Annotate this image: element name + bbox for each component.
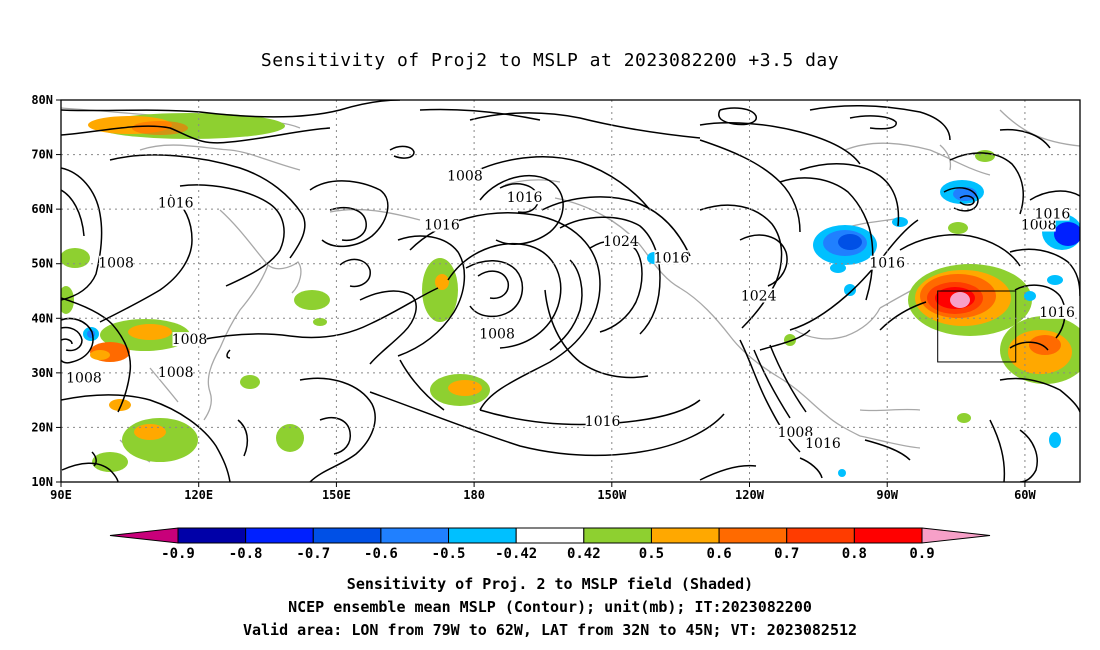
contour-label: 1008 xyxy=(172,332,208,348)
lon-tick-label: 90E xyxy=(50,488,72,502)
caption-line-3: Valid area: LON from 79W to 62W, LAT fro… xyxy=(242,621,858,639)
lat-tick-label: 60N xyxy=(31,202,53,216)
contour-label-bg xyxy=(1035,206,1070,221)
contour-label: 1008 xyxy=(66,370,102,386)
colorbar-label: 0.5 xyxy=(639,546,664,562)
lon-tick-label: 150W xyxy=(597,488,627,502)
colorbar-segment xyxy=(718,527,788,544)
colorbar-segment xyxy=(177,527,247,544)
lat-tick-label: 20N xyxy=(31,420,53,434)
contour-label: 1008 xyxy=(1021,218,1057,234)
map-frame xyxy=(60,99,1081,483)
contour-label-bg xyxy=(158,195,193,210)
lat-tick-label: 40N xyxy=(31,311,53,325)
lon-tick-label: 150E xyxy=(322,488,351,502)
colorbar: -0.9 -0.8 -0.7 -0.6 -0.5 -0.42 0.42 0.5 0.6 0.7 0.… xyxy=(109,527,991,562)
contour-label: 1016 xyxy=(507,190,543,206)
lon-tick-label: 180 xyxy=(463,488,485,502)
colorbar-segment xyxy=(853,527,923,544)
colorbar-segment xyxy=(921,527,991,544)
contour-label-bg xyxy=(741,288,776,303)
mslp-contours xyxy=(61,100,1080,482)
contour-label: 1008 xyxy=(158,365,194,381)
contour-label-bg xyxy=(585,413,620,428)
contour-label-bg xyxy=(447,168,482,183)
contour-label-bg xyxy=(603,233,638,248)
colorbar-label: 0.7 xyxy=(774,546,799,562)
chart-title: Sensitivity of Proj2 to MSLP at 20230822… xyxy=(260,50,840,71)
valid-area-box xyxy=(937,290,1017,363)
contour-label: 1016 xyxy=(585,414,621,430)
colorbar-segment xyxy=(650,527,720,544)
contour-label: 1016 xyxy=(1039,305,1075,321)
contour-label: 1016 xyxy=(424,218,460,234)
lat-tick-label: 30N xyxy=(31,366,53,380)
contour-label: 1008 xyxy=(778,425,814,441)
colorbar-label: -0.5 xyxy=(432,546,466,562)
lat-tick-label: 10N xyxy=(31,475,53,489)
contour-label: 1016 xyxy=(869,256,905,272)
colorbar-label: -0.6 xyxy=(364,546,398,562)
lon-tick-label: 60W xyxy=(1014,488,1036,502)
contour-label-bg xyxy=(1040,304,1075,319)
colorbar-segment xyxy=(109,527,179,544)
contour-label-bg xyxy=(805,435,840,450)
contour-label: 1016 xyxy=(805,436,841,452)
colorbar-label: 0.9 xyxy=(909,546,934,562)
contour-label: 1016 xyxy=(1035,207,1071,223)
contour-label-bg xyxy=(99,255,134,270)
colorbar-segment xyxy=(245,527,314,544)
colorbar-segment xyxy=(515,527,585,544)
colorbar-segment xyxy=(448,527,517,544)
colorbar-segment xyxy=(583,527,652,544)
contour-label-bg xyxy=(778,424,813,439)
colorbar-label: 0.8 xyxy=(842,546,867,562)
contour-label-bg xyxy=(424,217,459,232)
contour-label-bg xyxy=(1021,217,1056,232)
lon-tick-label: 90W xyxy=(876,488,898,502)
lat-tick-label: 70N xyxy=(31,148,53,162)
contour-label-bg xyxy=(172,332,207,347)
contour-label: 1024 xyxy=(603,234,639,250)
colorbar-segment xyxy=(312,527,382,544)
contour-label-bg xyxy=(480,326,515,341)
axis-ticks: 90E 120E 150E 180 150W 120W 90W 60W 80N 70N 60N 50N… xyxy=(31,93,1036,502)
contour-label-bg xyxy=(507,190,542,205)
colorbar-label: 0.6 xyxy=(706,546,731,562)
colorbar-segment xyxy=(786,527,855,544)
colorbar-label: -0.9 xyxy=(161,546,195,562)
sensitivity-shading xyxy=(61,113,1080,477)
colorbar-segment xyxy=(380,527,450,544)
contour-label-bg xyxy=(870,255,905,270)
lat-tick-label: 50N xyxy=(31,257,53,271)
contour-label: 1016 xyxy=(158,196,194,212)
colorbar-label: -0.42 xyxy=(495,546,537,562)
colorbar-label: -0.7 xyxy=(296,546,330,562)
lon-tick-label: 120E xyxy=(184,488,213,502)
contour-label: 1016 xyxy=(654,250,690,266)
caption-line-2: NCEP ensemble mean MSLP (Contour); unit(… xyxy=(288,598,812,616)
contour-label: 1024 xyxy=(741,288,777,304)
contour-label: 1008 xyxy=(98,256,134,272)
lat-tick-label: 80N xyxy=(31,93,53,107)
colorbar-label: 0.42 xyxy=(567,546,601,562)
colorbar-label: -0.8 xyxy=(229,546,263,562)
contour-labels: 1008101610161016102410161024101610081016… xyxy=(66,168,1075,452)
contour-label-bg xyxy=(654,250,689,265)
contour-label: 1008 xyxy=(479,327,515,343)
contour-label-bg xyxy=(158,364,193,379)
contour-label: 1008 xyxy=(447,168,483,184)
caption-line-1: Sensitivity of Proj. 2 to MSLP field (Sh… xyxy=(346,575,754,593)
lon-tick-label: 120W xyxy=(735,488,765,502)
contour-label-bg xyxy=(66,370,101,385)
